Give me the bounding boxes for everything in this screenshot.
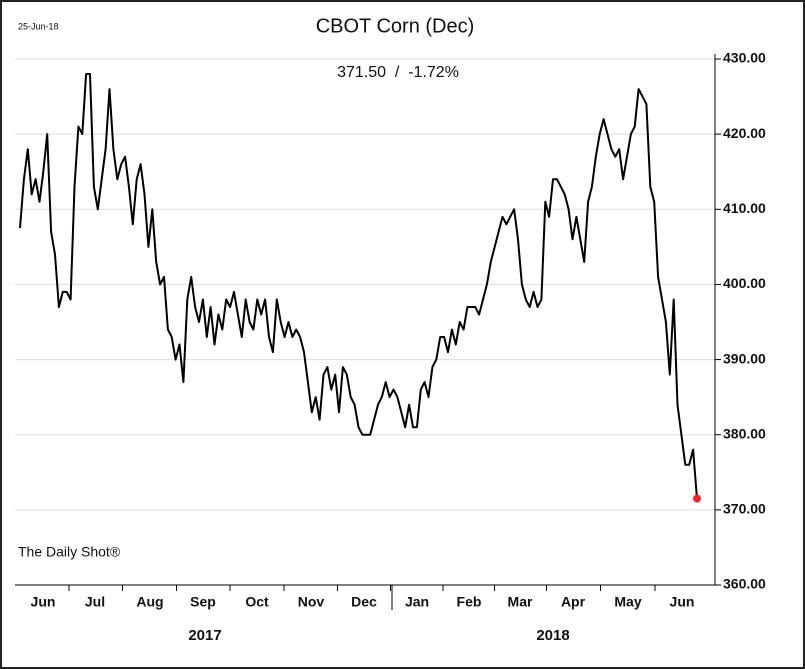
x-tick-label: Feb <box>457 594 482 610</box>
y-tick-label: 380.00 <box>723 425 766 441</box>
last-point <box>693 494 701 503</box>
year-label: 2017 <box>188 627 221 644</box>
x-tick-label: Dec <box>351 594 377 610</box>
y-tick-label: 420.00 <box>723 125 766 141</box>
x-tick-label: Apr <box>561 594 586 610</box>
x-tick-label: Nov <box>298 594 325 610</box>
year-label: 2018 <box>536 627 569 644</box>
y-tick-label: 370.00 <box>723 501 766 517</box>
y-tick-label: 430.00 <box>723 50 766 66</box>
x-tick-label: Aug <box>136 594 163 610</box>
price-line <box>19 73 698 499</box>
chart-title: CBOT Corn (Dec) <box>316 15 475 37</box>
y-tick-label: 400.00 <box>723 275 766 291</box>
chart-subtitle: 371.50 / -1.72% <box>337 64 459 81</box>
x-tick-label: Jun <box>31 594 56 610</box>
y-tick-label: 390.00 <box>723 350 766 366</box>
x-tick-label: Oct <box>245 594 269 610</box>
date-stamp: 25-Jun-18 <box>18 21 59 31</box>
x-tick-label: Jan <box>405 594 429 610</box>
source-label: The Daily Shot® <box>18 544 121 560</box>
x-tick-label: Mar <box>508 594 533 610</box>
x-tick-label: Sep <box>190 594 216 610</box>
x-tick-label: May <box>614 594 641 610</box>
x-tick-label: Jun <box>670 594 695 610</box>
y-tick-label: 360.00 <box>723 576 766 592</box>
x-tick-label: Jul <box>85 594 105 610</box>
y-tick-label: 410.00 <box>723 200 766 216</box>
